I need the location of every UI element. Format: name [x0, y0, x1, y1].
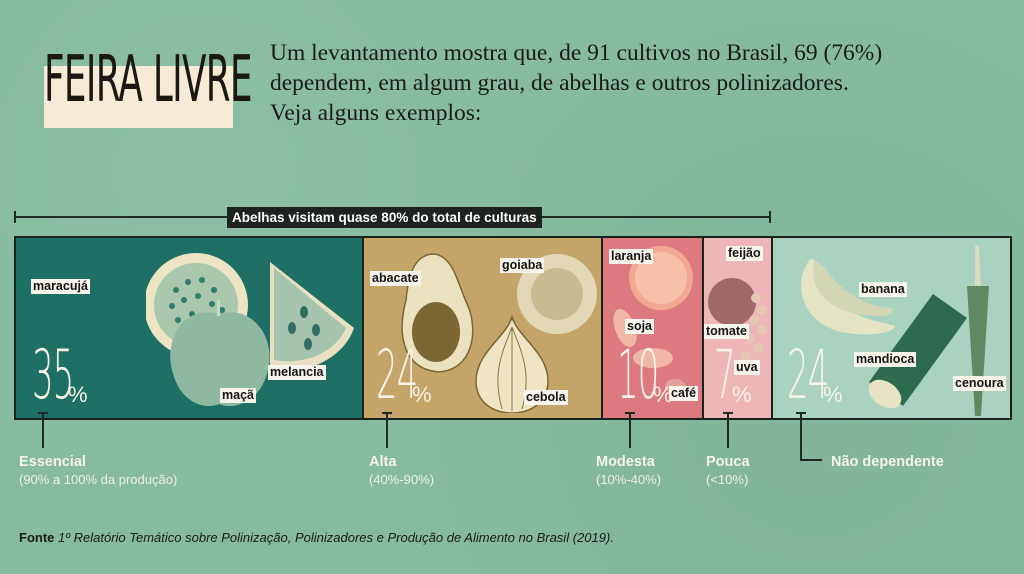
percent-value: 7 %	[714, 336, 752, 415]
percent-value: 24 %	[787, 336, 843, 415]
crop-label: cebola	[524, 390, 568, 405]
title-highlight	[44, 66, 233, 128]
category-essencial: Essencial (90% a 100% da produção)	[19, 454, 178, 487]
segment-modesta: laranja soja café 10 %	[603, 238, 704, 418]
percent-value: 24 %	[376, 336, 432, 415]
crop-label: goiaba	[500, 258, 545, 273]
beans-icon	[613, 308, 685, 393]
percent-value: 35 %	[32, 336, 88, 415]
crop-label: cenoura	[953, 376, 1006, 391]
pin-alta	[382, 412, 392, 448]
dependency-bar: maracujá maçã melancia 35 % abacate goia…	[14, 236, 1012, 420]
crop-label: melancia	[268, 365, 326, 380]
category-pouca: Pouca (<10%)	[706, 454, 750, 487]
intro-line: dependem, em algum grau, de abelhas e ou…	[270, 70, 849, 96]
category-modesta: Modesta (10%-40%)	[596, 454, 662, 487]
bracket-tick-left	[14, 211, 16, 223]
crop-label: uva	[734, 360, 760, 375]
intro-line: Um levantamento mostra que, de 91 cultiv…	[270, 40, 883, 66]
apple-icon	[170, 300, 270, 407]
cassava-icon	[868, 294, 967, 409]
carrot-icon	[967, 246, 989, 416]
category-alta: Alta (40%-90%)	[369, 454, 435, 487]
crop-label: abacate	[370, 271, 421, 286]
crop-label: soja	[625, 319, 655, 334]
intro-text: Um levantamento mostra que, de 91 cultiv…	[270, 38, 990, 128]
watermelon-icon	[270, 262, 354, 371]
pin-essencial	[38, 412, 48, 448]
percent-value: 10 %	[617, 336, 673, 415]
crop-label: banana	[859, 282, 907, 297]
pin-pouca	[723, 412, 733, 448]
banana-icon	[801, 258, 895, 335]
crop-label: tomate	[704, 324, 749, 339]
crop-label: café	[669, 386, 699, 401]
pin-elbow	[800, 459, 822, 461]
crop-label: laranja	[609, 249, 654, 264]
segment-essencial: maracujá maçã melancia 35 %	[16, 238, 364, 418]
bracket-label: Abelhas visitam quase 80% do total de cu…	[227, 207, 542, 228]
segment-pouca: feijão tomate uva 7 %	[704, 238, 773, 418]
page-title: FEIRA LIVRE	[44, 43, 253, 117]
source-note: Fonte 1º Relatório Temático sobre Polini…	[19, 530, 614, 545]
crop-label: mandioca	[854, 352, 917, 367]
pin-modesta	[625, 412, 635, 448]
guava-icon	[517, 254, 597, 334]
category-nao-dependente: Não dependente	[831, 454, 944, 470]
segment-alta: abacate goiaba cebola 24 %	[364, 238, 603, 418]
crop-label: maracujá	[31, 279, 90, 294]
pin-nao-dependente	[796, 412, 806, 460]
bracket-tick-right	[769, 211, 771, 223]
segment-nao-dependente: banana mandioca cenoura 24 %	[773, 238, 1010, 418]
crop-label: feijão	[726, 246, 763, 261]
intro-line: Veja alguns exemplos:	[270, 100, 482, 126]
crop-label: maçã	[220, 388, 256, 403]
